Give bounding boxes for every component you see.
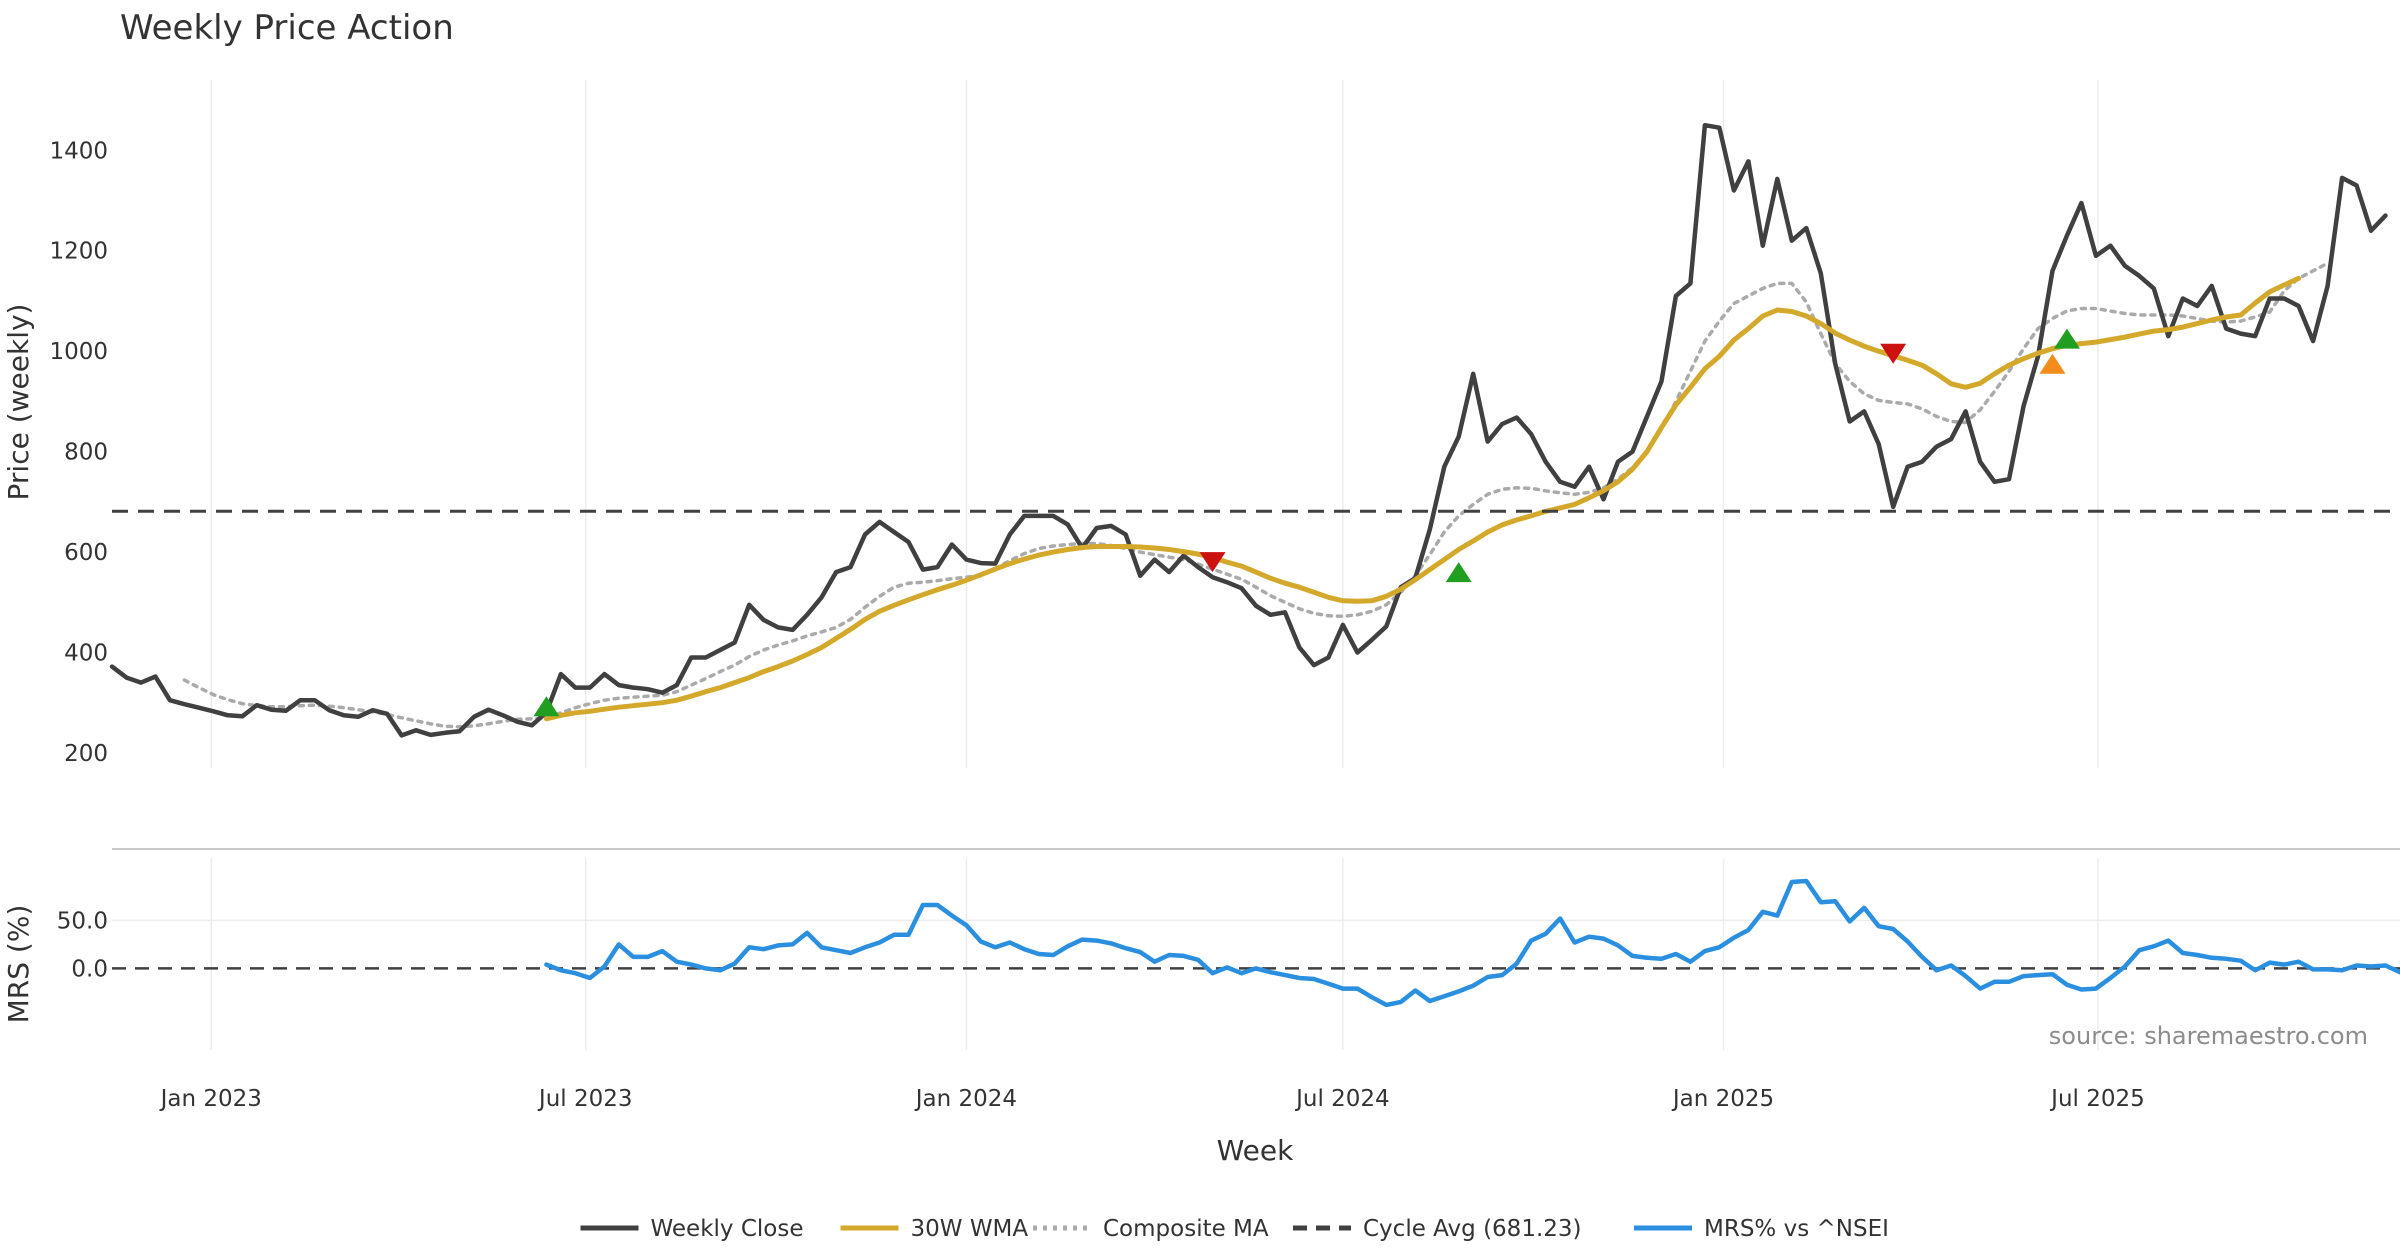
legend-label-mrs-vs-nsei: MRS% vs ^NSEI (1704, 1216, 1889, 1242)
x-tick-jan-2025: Jan 2025 (1671, 1086, 1774, 1112)
x-tick-jul-2024: Jul 2024 (1294, 1086, 1390, 1112)
signal-marker-up-5 (2039, 353, 2066, 374)
source-annotation: source: sharemaestro.com (2049, 1022, 2368, 1050)
price-panel-grid (210, 80, 2099, 768)
series-line-30w-wma (543, 275, 2302, 722)
signal-marker-up-6 (2053, 328, 2080, 349)
mrs-y-tick-0-0: 0.0 (71, 956, 108, 982)
mrs-y-axis-label: MRS (%) (2, 905, 35, 1024)
legend-label-weekly-close: Weekly Close (651, 1216, 804, 1242)
price-y-tick-600: 600 (64, 540, 108, 566)
legend-label-30w-wma: 30W WMA (911, 1216, 1029, 1242)
legend-item-30w-wma: 30W WMA (840, 1216, 1029, 1242)
legend: Weekly Close 30W WMA Composite MA Cycle Avg… (580, 1216, 1889, 1242)
mrs-y-ticks: 0.0 50.0 (57, 908, 108, 982)
price-y-axis-label: Price (weekly) (2, 304, 35, 501)
signal-marker-down-2 (1199, 552, 1226, 573)
signal-marker-down-4 (1880, 343, 1907, 364)
price-y-tick-1000: 1000 (49, 339, 108, 365)
series-line-weekly-close (109, 122, 2388, 738)
mrs-panel-grid (112, 858, 2400, 1050)
x-tick-jan-2024: Jan 2024 (914, 1086, 1017, 1112)
price-y-tick-800: 800 (64, 440, 108, 466)
legend-item-composite-ma: Composite MA (1033, 1216, 1269, 1242)
signal-marker-up-1 (533, 696, 560, 717)
x-tick-jan-2023: Jan 2023 (159, 1086, 262, 1112)
legend-item-cycle-avg-681-23: Cycle Avg (681.23) (1293, 1216, 1582, 1242)
chart-title: Weekly Price Action (120, 8, 454, 48)
price-y-tick-1200: 1200 (49, 239, 108, 265)
legend-label-composite-ma: Composite MA (1103, 1216, 1269, 1242)
mrs-y-tick-50-0: 50.0 (57, 908, 108, 934)
x-axis-label: Week (1217, 1134, 1294, 1167)
legend-label-cycle-avg-681-23: Cycle Avg (681.23) (1363, 1216, 1582, 1242)
legend-item-mrs-vs-nsei: MRS% vs ^NSEI (1634, 1216, 1889, 1242)
series-line-composite-ma (182, 261, 2330, 729)
x-ticks: Jan 2023 Jul 2023 Jan 2024 Jul 2024 Jan 2025… (159, 1086, 2145, 1112)
price-y-ticks: 200 400 600 800 1000 1200 1400 (49, 138, 108, 767)
mrs-series-group (112, 878, 2400, 1008)
price-series-group (109, 122, 2388, 738)
legend-item-weekly-close: Weekly Close (580, 1216, 804, 1242)
signal-marker-up-3 (1445, 562, 1472, 583)
x-tick-jul-2025: Jul 2025 (2049, 1086, 2145, 1112)
price-y-tick-400: 400 (64, 640, 108, 666)
signal-markers (533, 328, 2080, 717)
price-y-tick-200: 200 (64, 741, 108, 767)
x-tick-jul-2023: Jul 2023 (537, 1086, 633, 1112)
series-line-mrs-vs-nsei (544, 878, 2400, 1008)
price-y-tick-1400: 1400 (49, 138, 108, 164)
